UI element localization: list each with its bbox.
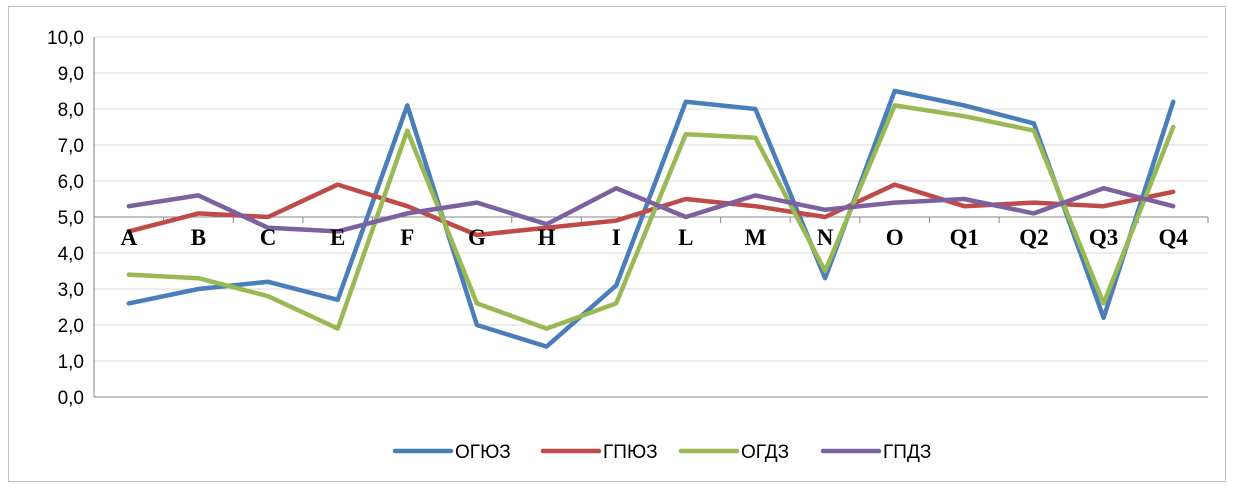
y-tick-label: 1,0 (58, 352, 84, 373)
x-tick-label: Q4 (1158, 225, 1188, 250)
y-tick-label: 4,0 (58, 244, 84, 265)
x-tick-label: M (745, 225, 767, 250)
x-tick-label: H (538, 225, 556, 250)
legend-label: ОГДЗ (741, 442, 789, 463)
series-lines (126, 88, 1176, 349)
y-tick-label: 8,0 (58, 100, 84, 121)
chart-area (8, 6, 1226, 482)
legend-item: ГПЮЗ (540, 442, 658, 463)
series-line (126, 185, 1176, 234)
legend-item: ГПДЗ (820, 442, 931, 463)
x-axis-category-labels: A B C E F G H I L M N O Q1 Q2 Q3 Q4 (121, 225, 1189, 250)
y-tick-label: 2,0 (58, 316, 84, 337)
y-tick-label: 7,0 (58, 136, 84, 157)
y-tick-label: 0,0 (58, 388, 84, 409)
legend-item: ОГЮЗ (392, 442, 511, 463)
x-tick-label: B (191, 225, 206, 250)
legend-label: ГПЮЗ (603, 442, 658, 463)
x-tick-label: L (678, 225, 693, 250)
x-tick-label: Q3 (1089, 225, 1118, 250)
x-tick-label: G (468, 225, 486, 250)
y-axis-tick-labels: 0,0 1,0 2,0 3,0 4,0 5,0 6,0 7,0 8,0 9,0 10,0 (47, 28, 84, 409)
y-tick-label: 9,0 (58, 64, 84, 85)
legend-item: ОГДЗ (678, 442, 789, 463)
x-tick-label: A (121, 225, 138, 250)
legend: ОГЮЗ ГПЮЗ ОГДЗ ГПДЗ (392, 442, 931, 463)
x-tick-label: I (612, 225, 621, 250)
series-line (126, 88, 1176, 349)
y-tick-label: 6,0 (58, 172, 84, 193)
x-tick-label: F (400, 225, 414, 250)
series-line (126, 103, 1176, 331)
legend-label: ОГЮЗ (455, 442, 511, 463)
y-tick-label: 5,0 (58, 208, 84, 229)
x-tick-label: O (886, 225, 904, 250)
x-tick-label: N (817, 225, 834, 250)
x-tick-label: Q2 (1019, 225, 1048, 250)
x-tick-label: C (260, 225, 277, 250)
x-tick-label: E (330, 225, 345, 250)
y-tick-label: 10,0 (47, 28, 84, 49)
y-tick-label: 3,0 (58, 280, 84, 301)
legend-label: ГПДЗ (883, 442, 931, 463)
x-tick-label: Q1 (950, 225, 979, 250)
